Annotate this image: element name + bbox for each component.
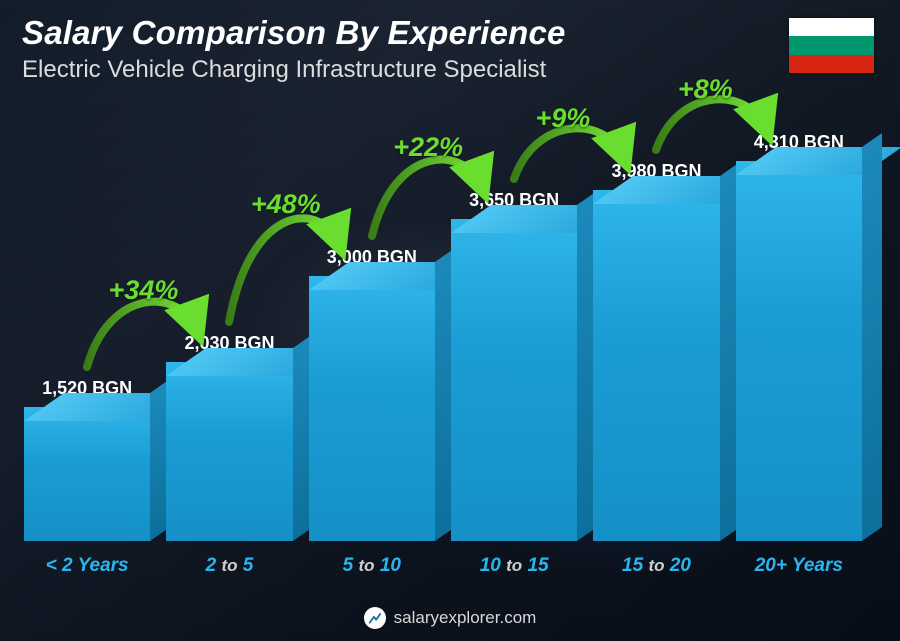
page-title: Salary Comparison By Experience [22, 14, 878, 52]
bar-column: 3,000 BGN5 to 10 [309, 247, 435, 577]
bar-category-label: 20+ Years [755, 555, 843, 577]
increase-pct-label: +48% [251, 189, 321, 220]
bar-category-label: < 2 Years [46, 555, 129, 577]
flag-stripe-mid [789, 36, 874, 54]
flag-stripe-top [789, 18, 874, 36]
increase-pct-label: +22% [393, 132, 463, 163]
bar [24, 407, 150, 541]
bar [166, 362, 292, 541]
bar-column: 4,310 BGN20+ Years [736, 132, 862, 577]
bar-front-face [309, 276, 435, 541]
bar-category-label: 2 to 5 [206, 555, 254, 577]
increase-pct-label: +8% [678, 74, 733, 105]
logo-icon [364, 607, 386, 629]
bar-front-face [166, 362, 292, 541]
bar [309, 276, 435, 541]
bar-side-face [862, 133, 882, 541]
footer-site: salaryexplorer.com [394, 608, 537, 628]
bar-front-face [736, 161, 862, 541]
bar-column: 3,980 BGN15 to 20 [593, 161, 719, 577]
bar-chart: 1,520 BGN< 2 Years2,030 BGN2 to 53,000 B… [24, 110, 862, 577]
bar-category-label: 15 to 20 [622, 555, 691, 577]
increase-pct-label: +9% [536, 103, 591, 134]
bar-column: 1,520 BGN< 2 Years [24, 378, 150, 577]
bar [451, 219, 577, 541]
bar-category-label: 5 to 10 [343, 555, 401, 577]
bar [736, 161, 862, 541]
footer: salaryexplorer.com [0, 607, 900, 629]
bar-category-label: 10 to 15 [480, 555, 549, 577]
flag-bulgaria [789, 18, 874, 73]
flag-stripe-bot [789, 55, 874, 73]
bar-front-face [451, 219, 577, 541]
bar-column: 2,030 BGN2 to 5 [166, 333, 292, 577]
header: Salary Comparison By Experience Electric… [22, 14, 878, 84]
bar-column: 3,650 BGN10 to 15 [451, 190, 577, 577]
bar-front-face [593, 190, 719, 541]
page-subtitle: Electric Vehicle Charging Infrastructure… [22, 56, 878, 84]
bar [593, 190, 719, 541]
bar-front-face [24, 407, 150, 541]
increase-pct-label: +34% [109, 275, 179, 306]
